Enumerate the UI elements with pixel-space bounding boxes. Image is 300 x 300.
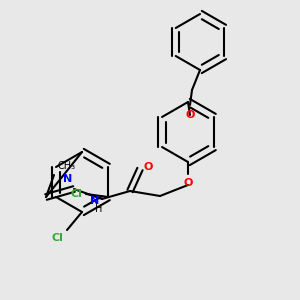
Text: N: N <box>63 174 72 184</box>
Text: H: H <box>95 204 103 214</box>
Text: Cl: Cl <box>70 189 82 199</box>
Text: O: O <box>183 178 193 188</box>
Text: O: O <box>185 110 195 120</box>
Text: N: N <box>90 196 99 206</box>
Text: CH₃: CH₃ <box>57 161 75 171</box>
Text: Cl: Cl <box>51 233 63 243</box>
Text: O: O <box>144 162 153 172</box>
